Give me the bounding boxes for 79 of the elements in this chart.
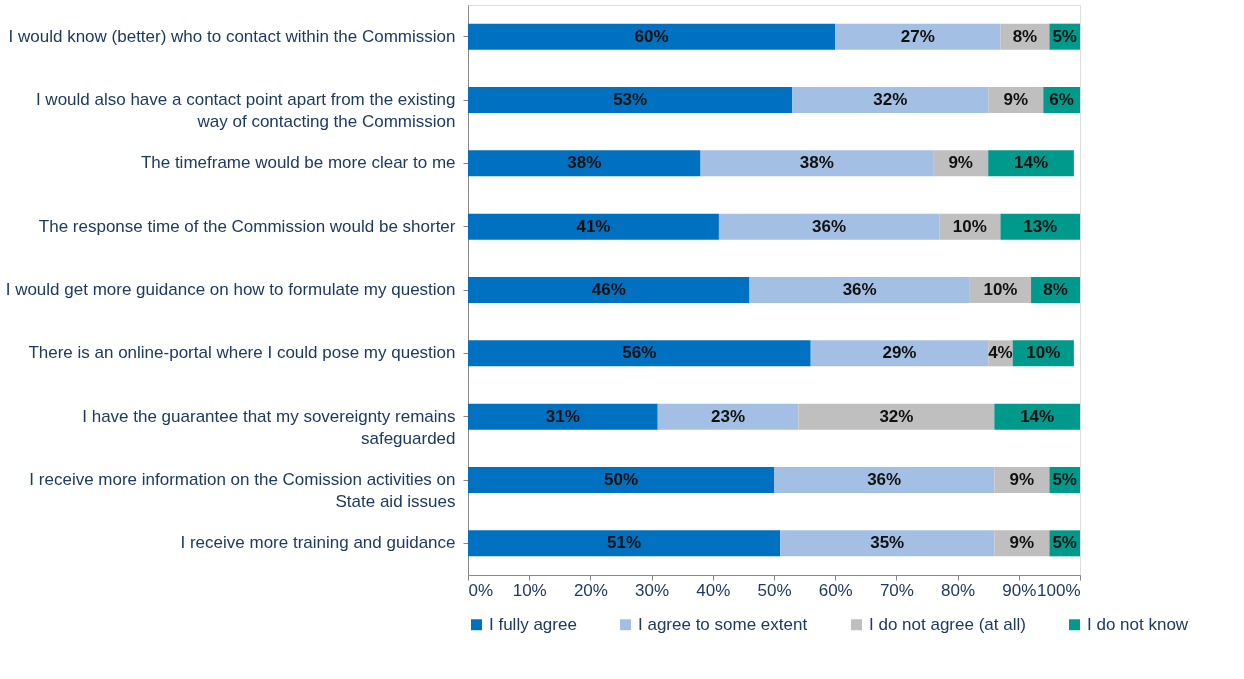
data-label: 9% — [948, 153, 973, 173]
bar — [798, 403, 995, 430]
bar — [774, 467, 995, 493]
bar — [835, 23, 1001, 50]
data-label: 5% — [1052, 533, 1077, 553]
data-label: 38% — [567, 153, 602, 173]
x-tick-label: 10% — [512, 580, 547, 600]
legend-label: I agree to some extent — [638, 614, 808, 634]
data-label: 10% — [983, 280, 1018, 299]
legend-label: I do not agree (at all) — [869, 614, 1026, 634]
x-tick-label: 90% — [1002, 580, 1037, 600]
y-tick-label: I have the guarantee that my sovereignty remains safeguarded — [82, 406, 456, 448]
x-tick-label: 40% — [696, 580, 731, 600]
bar — [468, 23, 836, 50]
data-label: 8% — [1012, 26, 1038, 46]
bar — [468, 150, 701, 177]
data-label: 36% — [812, 216, 847, 236]
bar — [700, 150, 934, 177]
x-tick-label: 50% — [757, 580, 792, 600]
x-tick-label: 0% — [468, 580, 494, 600]
data-label: 13% — [1023, 216, 1058, 236]
bar — [657, 403, 799, 430]
x-tick-label: 20% — [573, 580, 608, 600]
y-tick-label: There is an online-portal where I could pose my question — [28, 343, 456, 363]
legend-label: I fully agree — [489, 614, 577, 634]
data-label: 6% — [1049, 90, 1074, 109]
x-tick-label: 80% — [941, 580, 976, 600]
data-label: 38% — [799, 153, 834, 173]
y-tick-label: I receive more training and guidance — [180, 533, 456, 553]
y-tick-label: The timeframe would be more clear to me — [140, 153, 456, 173]
legend-label: I do not know — [1087, 614, 1189, 634]
data-label: 36% — [867, 470, 902, 489]
data-label: 29% — [882, 343, 917, 363]
bar — [468, 340, 811, 367]
x-tick-label: 70% — [879, 580, 914, 600]
bar — [792, 87, 989, 113]
bar — [810, 340, 989, 367]
data-label: 27% — [900, 26, 935, 46]
y-tick-label: I would also have a contact point apart from the existing way of contacting the Commission — [35, 90, 456, 131]
data-label: 5% — [1052, 26, 1077, 46]
bar — [468, 87, 793, 113]
data-label: 10% — [1026, 343, 1061, 363]
data-label: 35% — [870, 533, 905, 553]
data-label: 53% — [613, 90, 648, 109]
data-label: 32% — [873, 90, 908, 109]
y-tick-label: I would get more guidance on how to formulate my question — [5, 280, 456, 299]
data-label: 32% — [879, 406, 914, 426]
bar — [749, 277, 970, 303]
bar — [468, 530, 781, 557]
y-tick-label: I receive more information on the Comission activities on State aid issues — [29, 470, 456, 511]
bar — [780, 530, 995, 557]
data-label: 9% — [1009, 533, 1035, 553]
bar — [468, 403, 658, 430]
data-label: 31% — [545, 406, 580, 426]
bar — [468, 277, 750, 303]
data-label: 8% — [1043, 280, 1068, 299]
x-tick-label: 60% — [818, 580, 853, 600]
data-label: 14% — [1020, 406, 1055, 426]
x-tick-label: 100% — [1037, 580, 1081, 600]
x-tick-label: 30% — [635, 580, 670, 600]
data-label: 10% — [952, 216, 987, 236]
y-tick-label: I would know (better) who to contact within the Commission — [8, 26, 456, 46]
data-label: 60% — [634, 26, 669, 46]
data-label: 36% — [842, 280, 877, 299]
data-label: 9% — [1009, 470, 1035, 489]
data-label: 51% — [607, 533, 642, 553]
bar — [468, 213, 719, 240]
data-label: 14% — [1014, 153, 1049, 173]
bar — [718, 213, 940, 240]
data-label: 4% — [988, 343, 1013, 363]
data-label: 9% — [1003, 90, 1029, 109]
data-label: 41% — [576, 216, 611, 236]
bar — [468, 467, 774, 493]
data-label: 50% — [603, 470, 639, 489]
data-label: 56% — [622, 343, 657, 363]
data-label: 23% — [711, 406, 746, 426]
data-label: 5% — [1052, 470, 1077, 489]
y-tick-label: The response time of the Commission would be shorter — [38, 216, 456, 236]
data-label: 46% — [591, 280, 626, 299]
